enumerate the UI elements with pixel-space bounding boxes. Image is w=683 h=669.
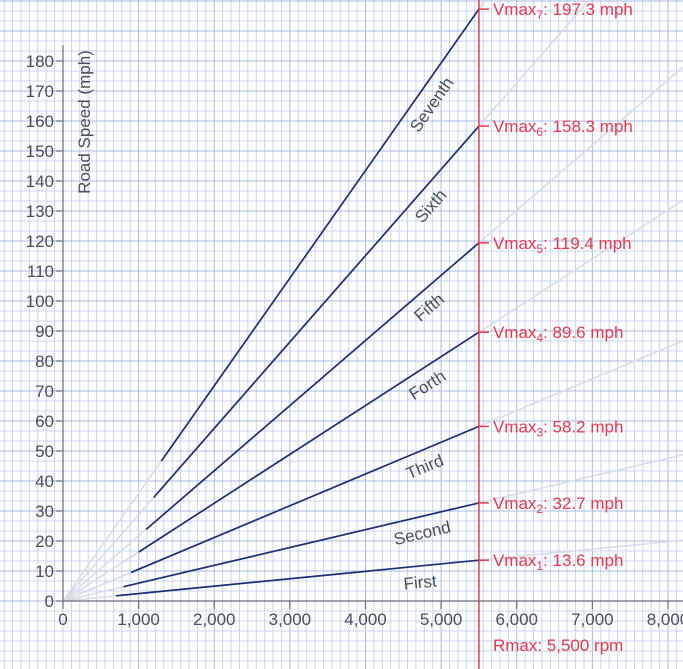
- gear-line-second: [123, 502, 480, 588]
- y-axis-title: Road Speed (mph): [75, 50, 94, 194]
- series-layer: [115, 8, 480, 597]
- vmax-subscript: 7: [536, 8, 543, 22]
- x-tick-label: 2,000: [193, 610, 236, 629]
- y-tick-label: 170: [26, 82, 54, 101]
- x-tick-label: 8,000: [647, 610, 683, 629]
- vmax-subscript: 1: [536, 559, 543, 573]
- y-tick-label: 20: [35, 532, 54, 551]
- y-tick-label: 0: [45, 592, 54, 611]
- axis-layer: 0 1,000 2,000 3,000 4,000 5,000 6,000 7,000 8,00…: [26, 45, 683, 629]
- vmax-suffix: : 89.6 mph: [543, 323, 623, 342]
- vmax-prefix: Vmax: [493, 0, 537, 19]
- rmax-label: Rmax: 5,500 rpm: [493, 636, 623, 655]
- gear-line-first: [115, 559, 480, 597]
- vmax-label-second: Vmax2: 32.7 mph: [493, 494, 623, 516]
- gear-line-forth: [138, 331, 480, 553]
- y-tick-label: 80: [35, 352, 54, 371]
- vmax-subscript: 2: [536, 502, 543, 516]
- vmax-prefix: Vmax: [493, 551, 537, 570]
- gear-line-third: [130, 425, 480, 574]
- vmax-label-sixth: Vmax6: 158.3 mph: [493, 117, 633, 139]
- y-tick-label: 30: [35, 502, 54, 521]
- gear-label-first: First: [403, 571, 438, 593]
- vmax-suffix: : 32.7 mph: [543, 494, 623, 513]
- x-tick-label: 0: [58, 610, 67, 629]
- y-tick-label: 140: [26, 172, 54, 191]
- vmax-subscript: 5: [536, 242, 543, 256]
- x-tick-label: 4,000: [344, 610, 387, 629]
- y-tick-label: 90: [35, 322, 54, 341]
- y-tick-label: 120: [26, 232, 54, 251]
- x-tick-label: 3,000: [269, 610, 312, 629]
- x-tick-label: 7,000: [571, 610, 614, 629]
- vmax-prefix: Vmax: [493, 234, 537, 253]
- vmax-suffix: : 13.6 mph: [543, 551, 623, 570]
- vmax-subscript: 3: [536, 425, 543, 439]
- vmax-label-forth: Vmax4: 89.6 mph: [493, 323, 623, 345]
- y-tick-label: 40: [35, 472, 54, 491]
- y-tick-label: 150: [26, 142, 54, 161]
- gear-line-fifth: [145, 242, 480, 531]
- y-tick-label: 50: [35, 442, 54, 461]
- y-tick-label: 160: [26, 112, 54, 131]
- vmax-label-seventh: Vmax7: 197.3 mph: [493, 0, 633, 22]
- x-tick-label: 5,000: [420, 610, 463, 629]
- vmax-subscript: 6: [536, 125, 543, 139]
- y-tick-label: 110: [27, 262, 54, 281]
- y-tick-label: 70: [35, 382, 54, 401]
- gear-label-forth: Forth: [406, 366, 450, 403]
- vmax-suffix: : 197.3 mph: [543, 0, 633, 19]
- vmax-label-first: Vmax1: 13.6 mph: [493, 551, 623, 573]
- vmax-subscript: 4: [536, 331, 543, 345]
- vmax-prefix: Vmax: [493, 494, 537, 513]
- y-tick-label: 100: [26, 292, 54, 311]
- y-tick-label: 10: [35, 562, 54, 581]
- vmax-prefix: Vmax: [493, 417, 537, 436]
- x-tick-label: 1,000: [117, 610, 160, 629]
- vmax-suffix: : 119.4 mph: [543, 234, 632, 253]
- vmax-prefix: Vmax: [493, 117, 537, 136]
- vmax-label-third: Vmax3: 58.2 mph: [493, 417, 623, 439]
- gear-label-sixth: Sixth: [411, 186, 450, 227]
- vmax-prefix: Vmax: [493, 323, 537, 342]
- y-tick-label: 130: [26, 202, 54, 221]
- x-tick-label: 6,000: [495, 610, 538, 629]
- y-tick-label: 180: [26, 52, 54, 71]
- vmax-label-fifth: Vmax5: 119.4 mph: [493, 234, 632, 256]
- vmax-suffix: : 158.3 mph: [543, 117, 633, 136]
- gear-line-sixth: [153, 125, 480, 498]
- gear-line-seventh: [160, 8, 480, 462]
- vmax-suffix: : 58.2 mph: [543, 417, 623, 436]
- y-tick-label: 60: [35, 412, 54, 431]
